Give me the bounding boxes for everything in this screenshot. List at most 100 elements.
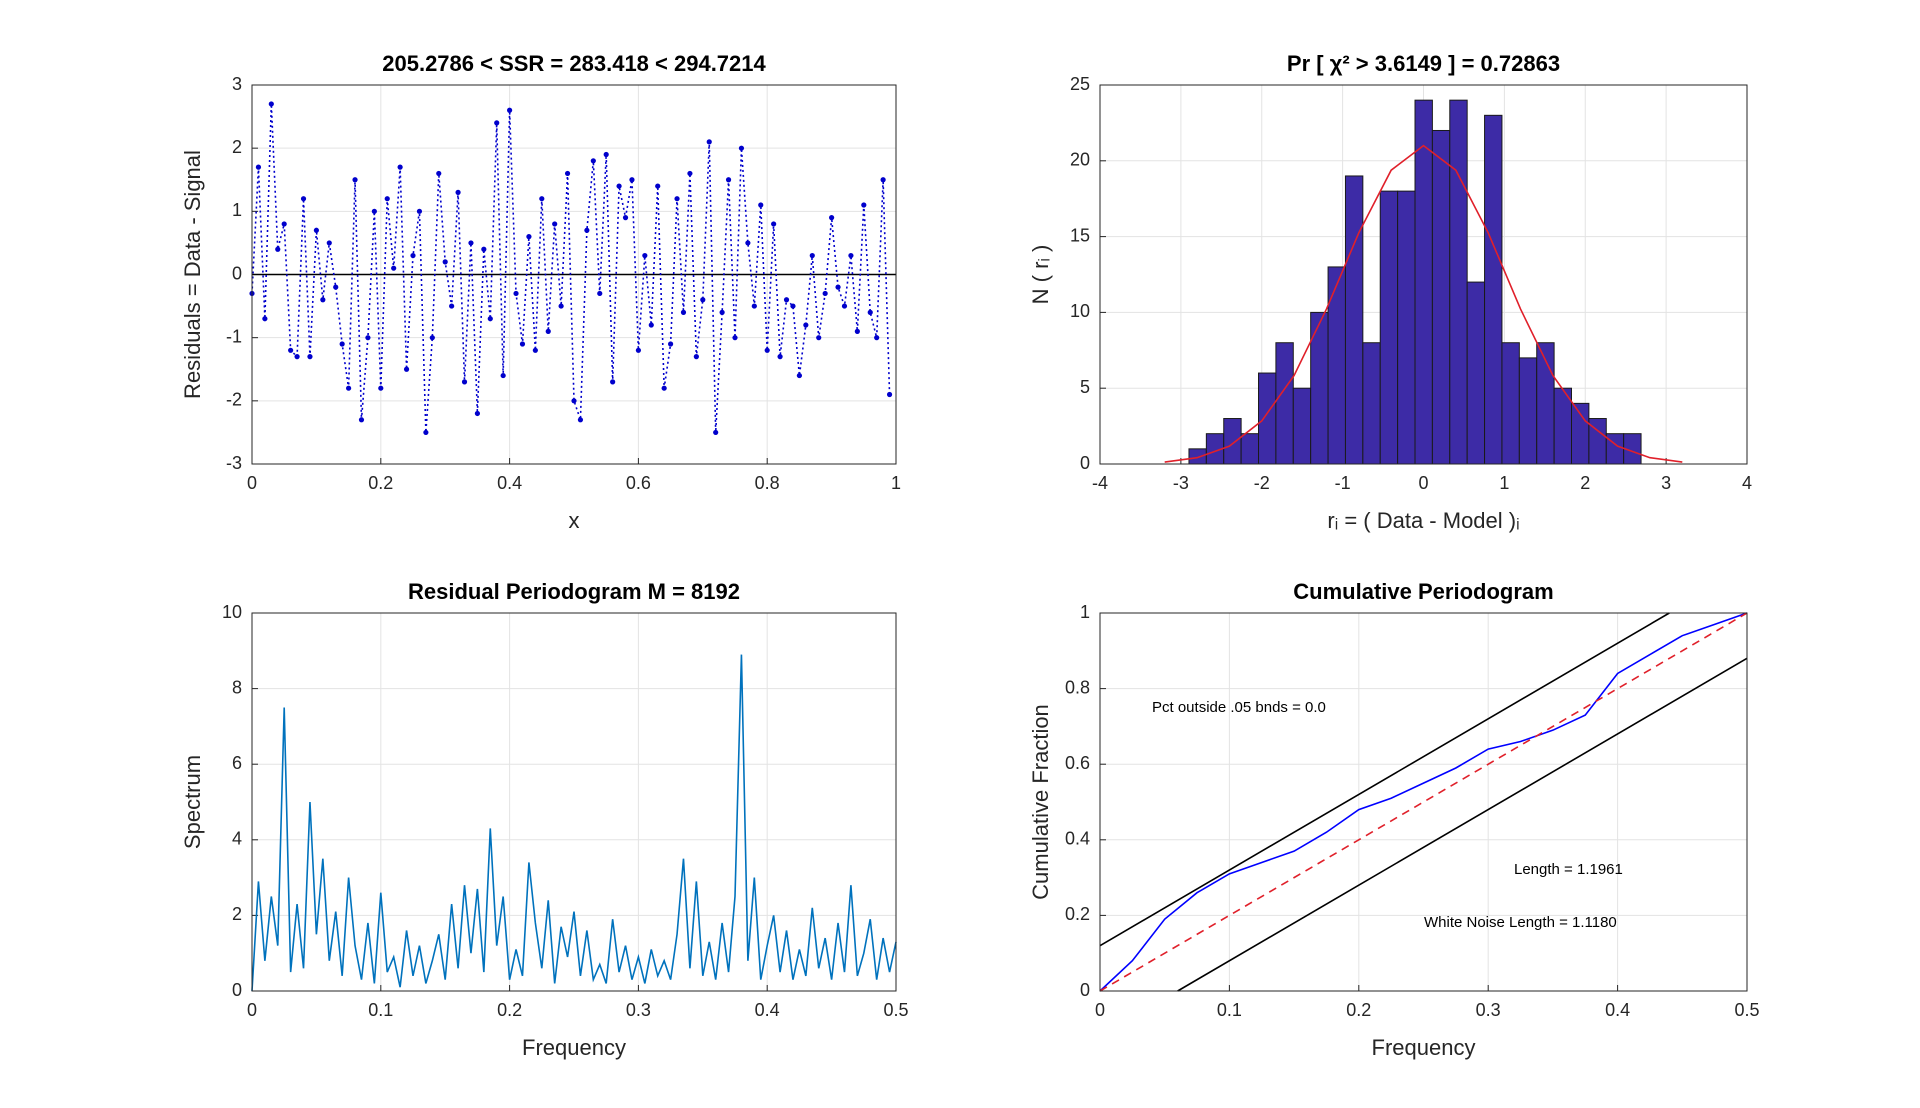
y-tick-label: 0 [232,980,242,1000]
x-tick-label: 0.3 [1476,1000,1501,1020]
point [365,335,371,341]
chart-title: Residual Periodogram M = 8192 [408,579,740,604]
point [597,290,603,297]
y-tick-label: 10 [1070,301,1090,321]
point [655,183,661,189]
x-axis-label: rᵢ = ( Data - Model )ᵢ [1327,508,1519,533]
y-tick-label: 0.6 [1065,753,1090,773]
x-tick-label: 0.8 [755,473,780,493]
point [442,259,448,265]
y-tick-label: 0.8 [1065,677,1090,697]
bar [1553,387,1573,465]
point [384,196,390,202]
point [429,335,435,341]
point [603,151,609,158]
point [874,335,880,341]
point [700,297,706,303]
series-line [251,654,897,992]
point [822,290,828,297]
series-line [1164,144,1683,463]
x-tick-label: 0 [1095,1000,1105,1020]
point [436,170,442,177]
point [288,347,294,353]
point [725,177,732,183]
y-tick-label: 1 [232,200,242,220]
axes-box [1099,612,1748,992]
x-tick-label: 3 [1661,473,1671,493]
axes-box [251,84,897,465]
y-tick-label: 5 [1080,377,1090,397]
point [539,196,545,202]
y-tick-label: 0 [1080,453,1090,473]
point [861,202,867,208]
y-axis-label: Spectrum [180,755,205,849]
point [474,410,480,417]
point [809,252,815,259]
point [339,341,345,347]
y-tick-label: 8 [232,677,242,697]
point [648,322,654,328]
bar [1188,448,1207,465]
point [326,240,332,246]
point [358,417,365,423]
point [577,417,584,423]
point [416,208,423,214]
point [674,196,680,202]
x-tick-label: -1 [1335,473,1351,493]
point [848,252,854,259]
annotation: Length = 1.1961 [1514,861,1623,878]
bar [1344,175,1364,465]
point [564,170,571,177]
y-tick-label: -3 [226,453,242,473]
bar [1431,129,1451,465]
x-tick-label: 1 [1499,473,1509,493]
x-tick-label: -3 [1173,473,1189,493]
point [816,335,822,341]
plot-area [1100,613,1747,991]
bar [1240,433,1260,465]
series-line [1099,612,1670,947]
y-tick-label: 3 [232,74,242,94]
series-line [1177,657,1748,992]
x-tick-label: 0.3 [626,1000,651,1020]
point [378,385,384,391]
y-tick-label: 15 [1070,225,1090,245]
bar [1414,99,1433,465]
y-tick-label: 0.2 [1065,904,1090,924]
point [732,335,738,341]
bar [1327,266,1346,465]
axes-box [1099,84,1748,465]
series-line [251,103,891,433]
chart-title: Cumulative Periodogram [1293,579,1553,604]
x-tick-label: 0.4 [755,1000,780,1020]
x-axis-label: Frequency [1372,1035,1476,1060]
bar [1292,387,1312,465]
point [777,354,783,360]
point [796,372,803,379]
x-tick-label: 0.2 [368,473,393,493]
point [571,398,577,404]
point [558,303,564,309]
y-axis-label: Cumulative Fraction [1028,704,1053,900]
bar [1258,372,1277,465]
bar [1449,99,1468,465]
point [275,246,281,252]
point [545,328,551,334]
y-tick-label: 6 [232,753,242,773]
point [532,347,538,353]
y-tick-label: 0 [1080,980,1090,1000]
point [268,101,274,107]
x-tick-label: 2 [1580,473,1590,493]
point [449,303,455,309]
annotation: White Noise Length = 1.1180 [1424,914,1617,931]
point [519,341,526,347]
point [661,385,667,391]
point [738,145,745,151]
bar [1397,190,1416,465]
point [642,252,648,259]
point [680,309,687,315]
y-axis-label: N ( rᵢ ) [1028,245,1053,305]
point [803,322,809,328]
point [758,202,764,208]
